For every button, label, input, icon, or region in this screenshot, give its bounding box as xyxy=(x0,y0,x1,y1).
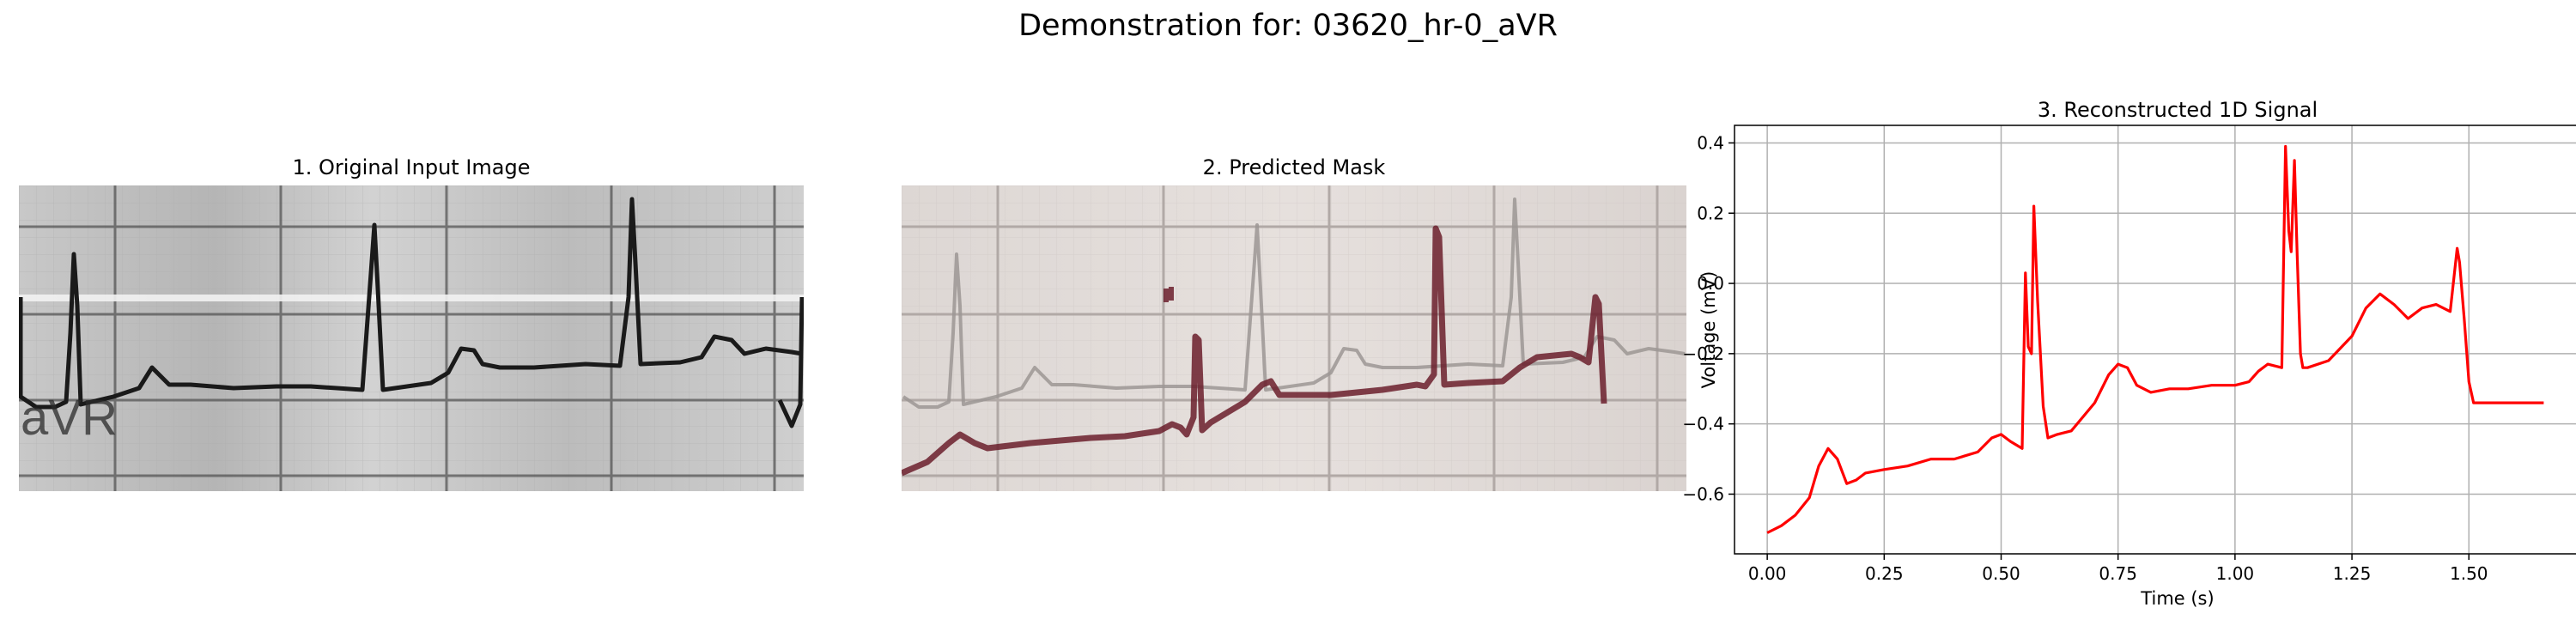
y-tick-label: 0.4 xyxy=(1697,132,1724,153)
lead-label-avr: aVR xyxy=(21,390,118,446)
predicted-mask-fragment xyxy=(1163,287,1174,302)
signal-series-line xyxy=(1766,144,2544,534)
y-axis-label: Voltage (mV) xyxy=(1698,271,1719,389)
original-image-title: 1. Original Input Image xyxy=(292,155,531,179)
major-grid xyxy=(19,185,804,491)
chart-title: 3. Reconstructed 1D Signal xyxy=(2038,98,2318,122)
ecg-trace xyxy=(19,197,804,428)
minor-grid xyxy=(19,185,804,491)
x-tick-label: 0.00 xyxy=(1748,563,1787,584)
x-axis-label: Time (s) xyxy=(2140,588,2214,609)
faded-ecg-trace xyxy=(902,197,1686,409)
x-tick-label: 0.75 xyxy=(2099,563,2137,584)
mask-major-grid xyxy=(902,185,1686,491)
y-tick-label: −0.6 xyxy=(1682,483,1724,504)
predicted-mask-trace xyxy=(902,225,1607,477)
predicted-mask-title: 2. Predicted Mask xyxy=(1202,155,1386,179)
y-tick-label: −0.4 xyxy=(1682,414,1724,434)
x-tick-label: 1.50 xyxy=(2450,563,2488,584)
figure-suptitle: Demonstration for: 03620_hr-0_aVR xyxy=(1018,9,1558,43)
original-ecg-image: aVR xyxy=(19,185,804,491)
calibration-band xyxy=(19,295,804,301)
x-tick-label: 0.25 xyxy=(1865,563,1904,584)
chart-ticks: 0.00 0.25 0.50 0.75 1.00 1.25 1.50 −0.6 −0.4 −0.2… xyxy=(1682,132,2488,584)
predicted-mask-image xyxy=(902,185,1686,491)
chart-gridlines xyxy=(1735,125,2576,554)
x-tick-label: 1.25 xyxy=(2333,563,2372,584)
y-tick-label: −0.2 xyxy=(1682,343,1724,364)
plot-frame xyxy=(1734,125,2576,555)
x-tick-label: 0.50 xyxy=(1982,563,2020,584)
x-tick-label: 1.00 xyxy=(2216,563,2255,584)
y-tick-label: 0.0 xyxy=(1697,273,1724,294)
y-tick-label: 0.2 xyxy=(1697,203,1724,223)
